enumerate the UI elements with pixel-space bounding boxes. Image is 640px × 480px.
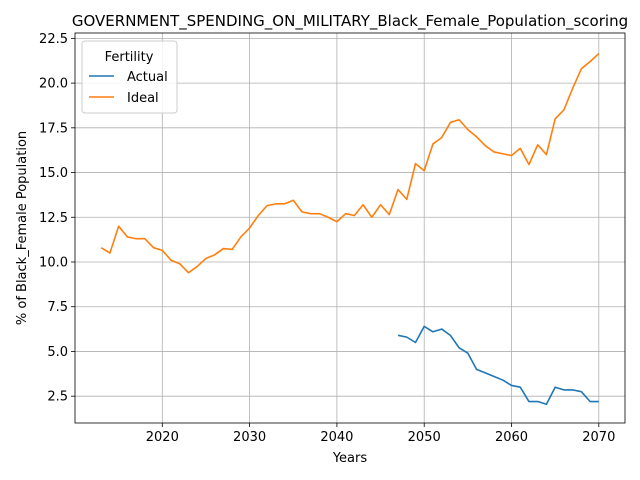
x-tick-label: 2060	[495, 430, 528, 445]
series-line-actual	[397, 325, 599, 406]
x-axis-ticks: 2020 2030 2040 2050 2060 2070	[146, 423, 615, 445]
y-tick-label: 17.5	[39, 121, 68, 136]
y-tick-label: 20.0	[39, 77, 68, 92]
legend-box	[81, 40, 178, 114]
y-axis-ticks: 2.5 5.0 7.5 10.0 12.5 15.0 17.5 20.0 22.5	[39, 32, 75, 405]
x-tick-label: 2070	[582, 430, 615, 445]
y-axis-label: % of Black_Female Population	[15, 131, 30, 325]
y-tick-label: 15.0	[39, 166, 68, 181]
x-tick-label: 2050	[408, 430, 441, 445]
plot-frame	[74, 32, 626, 424]
x-tick-label: 2030	[233, 430, 266, 445]
y-tick-label: 5.0	[47, 345, 68, 360]
legend: Fertility Actual Ideal	[81, 40, 178, 114]
legend-label-actual: Actual	[127, 70, 168, 85]
legend-title: Fertility	[105, 50, 154, 65]
y-tick-label: 22.5	[39, 32, 68, 47]
series-lines	[100, 52, 600, 406]
series-line-ideal	[100, 52, 600, 274]
y-tick-label: 10.0	[39, 255, 68, 270]
y-tick-label: 2.5	[47, 390, 68, 405]
x-tick-label: 2040	[320, 430, 353, 445]
x-axis-label: Years	[332, 451, 368, 466]
grid-lines	[75, 33, 625, 423]
x-tick-label: 2020	[146, 430, 179, 445]
y-tick-label: 7.5	[47, 300, 68, 315]
chart-title: GOVERNMENT_SPENDING_ON_MILITARY_Black_Fe…	[72, 12, 628, 31]
legend-label-ideal: Ideal	[127, 91, 159, 106]
y-tick-label: 12.5	[39, 211, 68, 226]
